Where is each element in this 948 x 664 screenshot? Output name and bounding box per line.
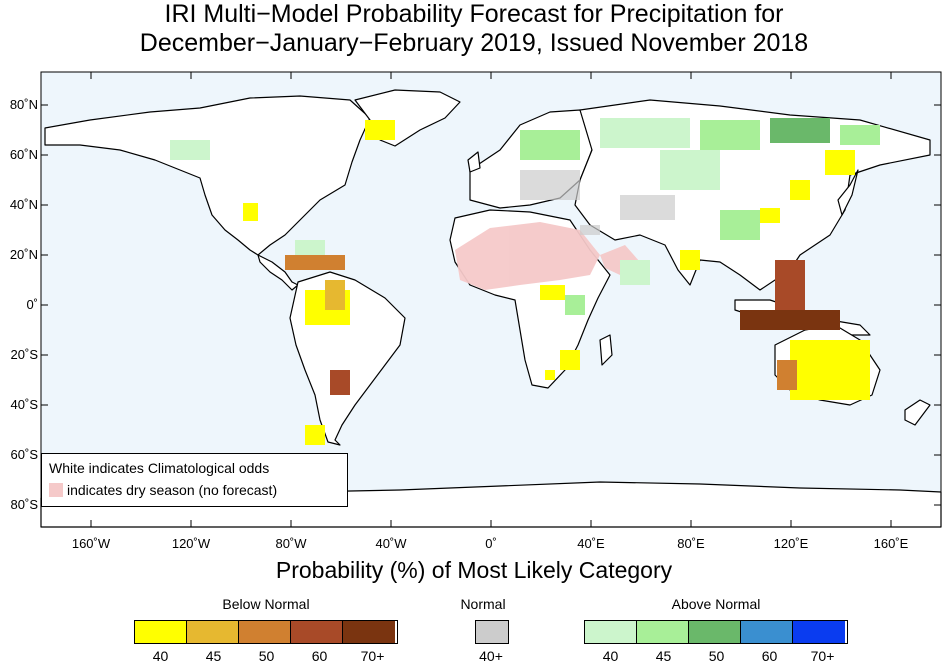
colorbar-below-ticks: 40 45 50 60 70+ xyxy=(134,648,399,664)
tick-below-70: 70+ xyxy=(360,648,385,664)
swatch-above-45 xyxy=(637,621,689,643)
colorbar-normal-ticks: 40+ xyxy=(466,648,516,664)
colorbar-below-title: Below Normal xyxy=(222,596,310,612)
lat-label-80n: 80˚N xyxy=(9,97,38,112)
tick-above-45: 45 xyxy=(655,648,672,664)
map-title: IRI Multi−Model Probability Forecast for… xyxy=(0,0,948,58)
colorbar-above-title: Above Normal xyxy=(671,596,761,612)
lon-label-80w: 80˚W xyxy=(275,536,307,551)
legend-climatology-text: White indicates Climatological odds xyxy=(49,460,270,476)
lon-label-120w: 120˚W xyxy=(171,536,211,551)
island-madagascar xyxy=(599,334,613,366)
title-line-2: December−January−February 2019, Issued N… xyxy=(139,29,809,57)
tick-above-50: 50 xyxy=(708,648,725,664)
tick-above-70: 70+ xyxy=(810,648,835,664)
continent-north-america xyxy=(44,95,371,256)
lat-label-40n: 40˚N xyxy=(9,197,38,212)
swatch-above-50 xyxy=(689,621,741,643)
lat-label-0: 0˚ xyxy=(26,297,38,312)
lon-label-160e: 160˚E xyxy=(873,536,909,551)
lat-label-40s: 40˚S xyxy=(10,397,38,412)
legend-dry-season-text: indicates dry season (no forecast) xyxy=(67,482,278,498)
colorbar-normal-swatches xyxy=(475,620,509,644)
colorbar-above-ticks: 40 45 50 60 70+ xyxy=(584,648,849,664)
tick-normal-40: 40+ xyxy=(479,648,503,664)
lat-label-20n: 20˚N xyxy=(9,247,38,262)
normal-patches xyxy=(520,170,675,235)
lon-label-120e: 120˚E xyxy=(773,536,809,551)
lat-label-20s: 20˚S xyxy=(10,347,38,362)
island-new-zealand xyxy=(904,399,931,426)
lon-label-80e: 80˚E xyxy=(677,536,705,551)
lon-label-160w: 160˚W xyxy=(71,536,111,551)
colorbar-above-swatches xyxy=(584,620,848,644)
tick-above-60: 60 xyxy=(761,648,778,664)
tick-below-50: 50 xyxy=(258,648,275,664)
tick-below-45: 45 xyxy=(205,648,222,664)
lat-label-80s: 80˚S xyxy=(10,497,38,512)
lat-label-60n: 60˚N xyxy=(9,147,38,162)
dry-season-swatch xyxy=(49,483,63,497)
tick-below-40: 40 xyxy=(152,648,169,664)
swatch-below-70 xyxy=(343,621,395,643)
x-axis-title: Probability (%) of Most Likely Category xyxy=(275,557,673,583)
axis-ticks xyxy=(41,72,941,527)
swatch-above-40 xyxy=(585,621,637,643)
title-line-1: IRI Multi−Model Probability Forecast for… xyxy=(164,0,784,28)
island-japan xyxy=(837,169,859,216)
lat-label-60s: 60˚S xyxy=(10,447,38,462)
swatch-below-50 xyxy=(239,621,291,643)
continent-central-america xyxy=(257,254,299,291)
dry-region-sahara xyxy=(455,222,600,290)
swatch-normal-40 xyxy=(476,621,508,643)
swatch-below-45 xyxy=(187,621,239,643)
legend-dry-season-row: indicates dry season (no forecast) xyxy=(49,482,277,498)
lon-label-0: 0˚ xyxy=(485,536,497,551)
swatch-below-40 xyxy=(135,621,187,643)
colorbar-normal-title: Normal xyxy=(460,596,506,612)
colorbar-below-swatches xyxy=(134,620,398,644)
island-uk xyxy=(467,151,481,173)
tick-above-40: 40 xyxy=(602,648,619,664)
swatch-above-70 xyxy=(793,621,845,643)
map-legend-box: White indicates Climatological odds indi… xyxy=(41,453,348,507)
swatch-below-60 xyxy=(291,621,343,643)
tick-below-60: 60 xyxy=(311,648,328,664)
lon-label-40e: 40˚E xyxy=(577,536,605,551)
below-normal-patches xyxy=(243,120,870,445)
swatch-above-60 xyxy=(741,621,793,643)
lon-label-40w: 40˚W xyxy=(375,536,407,551)
